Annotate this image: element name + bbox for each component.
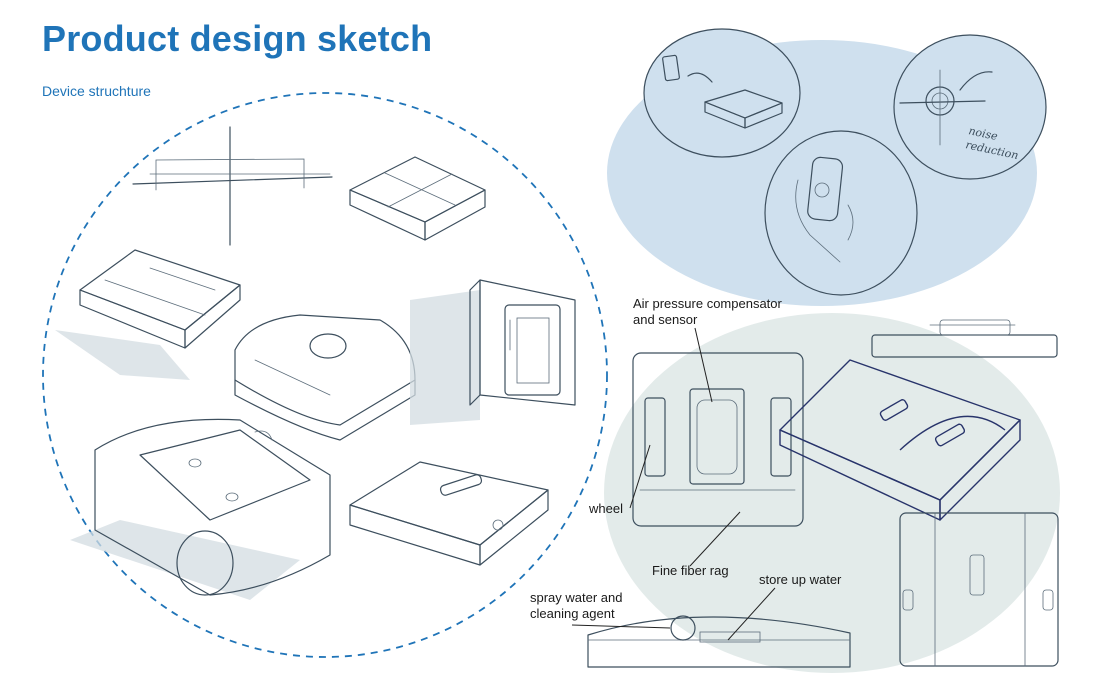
sketch-hand-circle <box>764 130 918 296</box>
noise-reduction-label: noise <box>967 124 999 143</box>
grey-bubble <box>604 313 1060 673</box>
sketch-remote-circle <box>643 28 801 158</box>
sketch-dome-device <box>234 314 416 441</box>
robot-side-top <box>871 319 1058 358</box>
page-subtitle: Device struchture <box>42 83 151 99</box>
robot-side-view <box>587 615 851 668</box>
spray-water-label: spray water and cleaning agent <box>530 590 623 621</box>
sketch-flat-box <box>349 156 486 241</box>
sketch-cylinder-device <box>70 418 331 600</box>
sketch-noise-circle <box>893 34 1047 180</box>
fine-fiber-rag-label: Fine fiber rag <box>652 563 729 578</box>
air-pressure-label: Air pressure compensator and sensor <box>633 296 782 327</box>
sketch-tray <box>55 249 241 380</box>
wheel-label: wheel <box>589 501 623 516</box>
robot-front-view <box>899 512 1059 667</box>
dashed-circle <box>42 92 608 658</box>
store-up-water-label: store up water <box>759 572 842 587</box>
sketch-handle-device <box>349 461 549 566</box>
sketch-crosshair <box>132 126 333 246</box>
leader-lines <box>571 327 776 641</box>
page-title: Product design sketch <box>42 18 433 59</box>
robot-perspective-highlight <box>779 359 1021 521</box>
sketch-panel <box>410 279 576 425</box>
